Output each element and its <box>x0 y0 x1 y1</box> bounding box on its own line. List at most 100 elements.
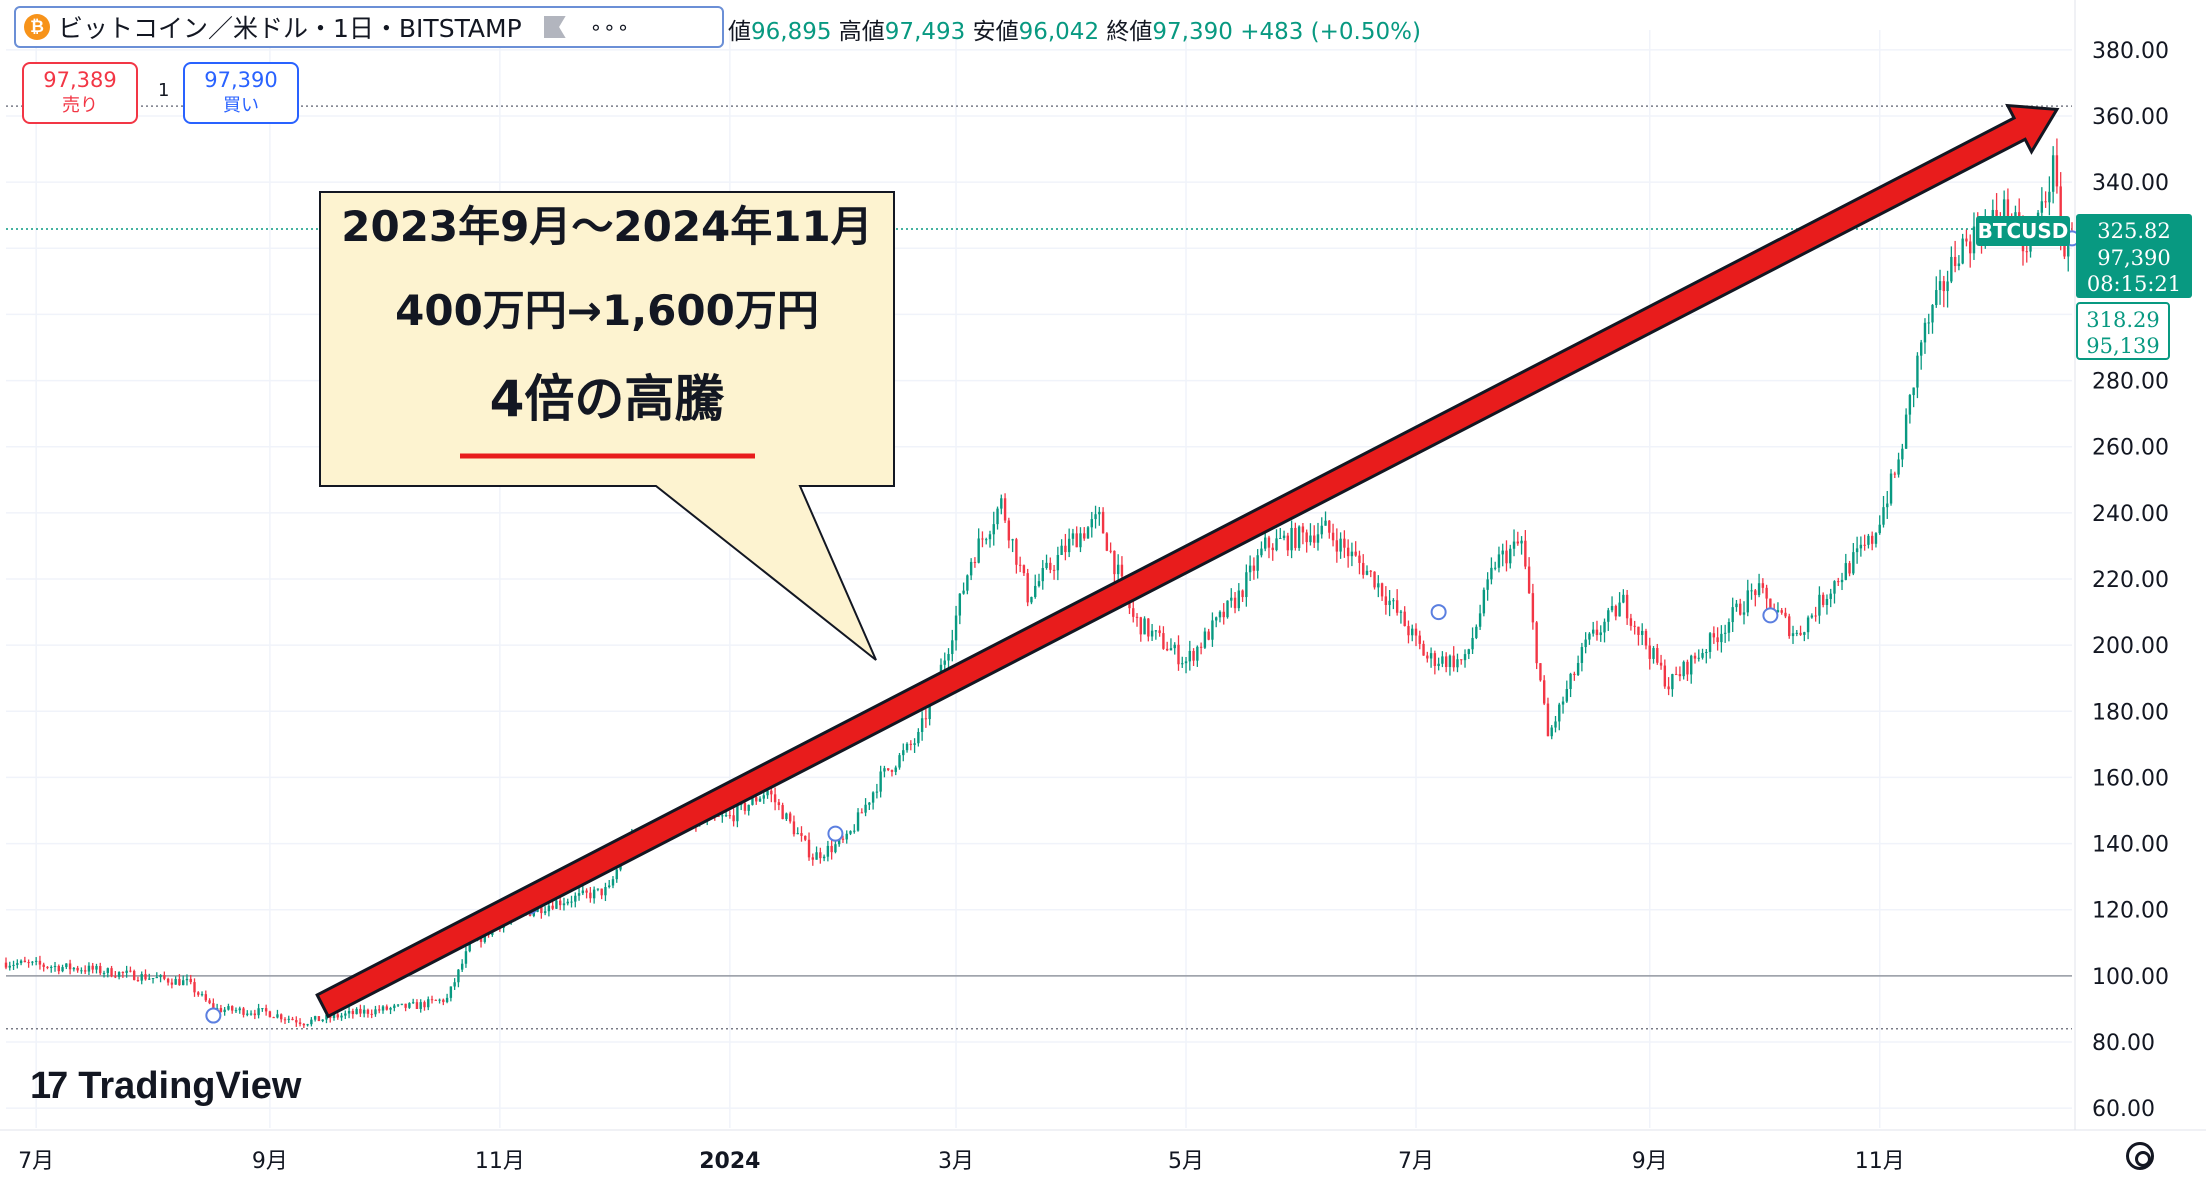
candle-body <box>992 524 995 535</box>
candle-body <box>1603 621 1606 633</box>
candle-body <box>102 972 106 974</box>
countdown-text: 08:15:21 <box>2087 272 2181 296</box>
candle-body <box>1995 209 1998 221</box>
candle-body <box>204 994 208 1001</box>
candle-body <box>1667 686 1670 690</box>
candle-body <box>1154 630 1158 632</box>
tradingview-logo[interactable]: 17 TradingView <box>30 1065 301 1108</box>
candle-body <box>1935 290 1938 306</box>
candle-body <box>886 768 890 771</box>
candle-body <box>2048 191 2051 203</box>
settings-icon[interactable] <box>2126 1142 2154 1170</box>
candle-body <box>298 1022 302 1025</box>
candle-body <box>362 1009 366 1014</box>
candle-body <box>1505 550 1508 564</box>
candle-body <box>973 561 977 563</box>
x-tick-label: 9月 <box>252 1149 288 1174</box>
candle-body <box>1712 633 1716 638</box>
symbol-tag-bg <box>1976 216 2070 246</box>
candle-body <box>50 966 53 968</box>
candle-body <box>99 966 102 974</box>
candle-body <box>313 1016 317 1020</box>
candle-body <box>1211 620 1214 640</box>
candle-body <box>1750 590 1753 592</box>
candle-body <box>1173 644 1176 649</box>
candle-body <box>811 857 814 860</box>
candle-body <box>1686 661 1689 675</box>
candle-body <box>792 821 796 835</box>
candle-body <box>449 986 453 998</box>
candle-body <box>1746 590 1749 613</box>
candle-body <box>1271 547 1274 551</box>
candle-body <box>148 978 151 980</box>
candle-body <box>611 879 615 886</box>
candle-body <box>114 976 117 978</box>
y-tick-label: 240.00 <box>2092 502 2169 527</box>
candle-body <box>72 967 76 970</box>
sell-button[interactable]: 97,389 売り <box>22 62 138 124</box>
candle-body <box>1116 564 1120 575</box>
candle-body <box>332 1014 336 1019</box>
candle-body <box>227 1006 230 1010</box>
candle-body <box>1181 663 1184 665</box>
candle-body <box>1814 615 1817 617</box>
candle-body <box>1821 594 1825 605</box>
x-tick-label: 11月 <box>1855 1149 1905 1174</box>
candle-body <box>1848 563 1851 574</box>
candle-body <box>12 964 15 966</box>
candle-body <box>1030 596 1033 603</box>
candle-body <box>777 802 781 806</box>
more-icon[interactable]: ∘∘∘ <box>589 15 631 39</box>
candle-body <box>890 770 894 772</box>
candle-body <box>31 961 34 963</box>
y-tick-label: 220.00 <box>2092 568 2169 593</box>
candle-body <box>1316 534 1320 543</box>
candle-body <box>615 869 618 880</box>
candle-body <box>1829 593 1832 599</box>
symbol-title[interactable]: ビットコイン／米ドル・1日・BITSTAMP <box>58 14 522 43</box>
current-value-text: 325.82 <box>2097 219 2170 243</box>
candle-body <box>374 1009 377 1015</box>
buy-button[interactable]: 97,390 買い <box>183 62 299 124</box>
candle-body <box>1135 616 1139 618</box>
high-label: 高値 <box>838 19 885 45</box>
candle-body <box>453 982 456 987</box>
candle-body <box>1460 659 1463 661</box>
candle-body <box>344 1013 347 1016</box>
candle-body <box>1708 633 1712 652</box>
candle-body <box>1607 610 1610 622</box>
candle-body <box>1120 564 1124 577</box>
symbol-header[interactable]: ₿ ビットコイン／米ドル・1日・BITSTAMP ∘∘∘ <box>14 6 724 48</box>
callout-headline: 4倍の高騰 <box>489 370 725 428</box>
candle-body <box>1109 550 1112 552</box>
candle-body <box>592 889 596 899</box>
candle-body <box>238 1008 241 1011</box>
candle-body <box>208 1000 211 1004</box>
candle-body <box>770 790 773 795</box>
candle-body <box>1184 661 1188 664</box>
candle-body <box>879 771 882 792</box>
candle-body <box>1403 611 1406 627</box>
flag-icon[interactable] <box>543 16 566 38</box>
candle-body <box>61 967 64 972</box>
candle-body <box>1735 603 1738 608</box>
candle-body <box>1512 541 1516 549</box>
candle-body <box>1742 612 1746 615</box>
candle-body <box>468 941 471 952</box>
candle-body <box>589 892 592 899</box>
prev-price-text: 95,139 <box>2086 334 2159 358</box>
candle-body <box>287 1018 290 1020</box>
candle-body <box>1516 541 1519 544</box>
candle-body <box>532 911 536 916</box>
candle-body <box>1441 656 1444 664</box>
candle-body <box>1799 632 1802 635</box>
candle-body <box>1192 650 1195 661</box>
candle-body <box>1637 626 1640 635</box>
candle-body <box>1916 355 1919 388</box>
candle-body <box>1320 525 1323 535</box>
candle-body <box>76 967 79 971</box>
candle-body <box>1859 544 1863 549</box>
candle-body <box>1248 565 1252 573</box>
candle-body <box>1482 589 1486 614</box>
